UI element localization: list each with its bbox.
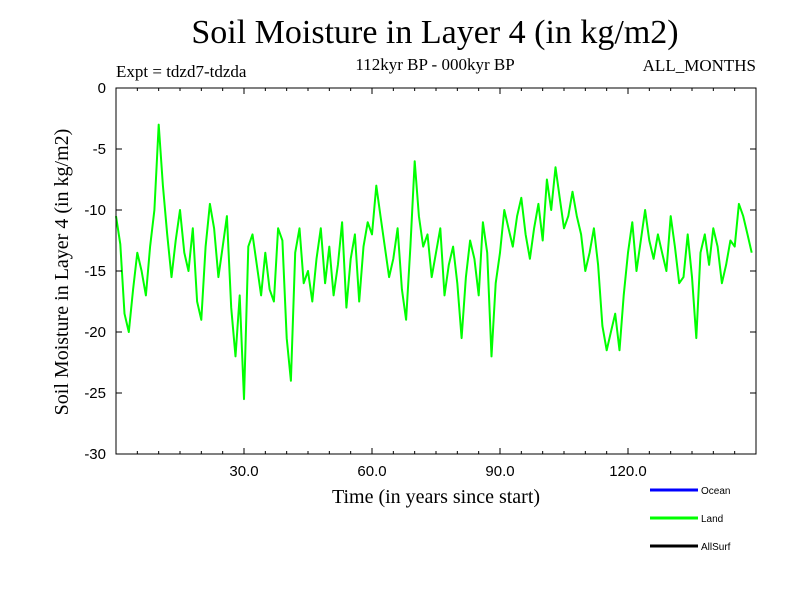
plot-area bbox=[115, 123, 753, 401]
axes: 30.0 60.0 90.0 120.0 0 -5 -10 -15 -20 -25 -30 bbox=[84, 80, 756, 480]
y-tick-label: -10 bbox=[84, 202, 106, 219]
legend-label: Ocean bbox=[701, 486, 730, 497]
y-tick-label: -25 bbox=[84, 385, 106, 402]
series-line-land bbox=[115, 123, 753, 401]
legend-label: AllSurf bbox=[701, 542, 731, 553]
x-tick-label: 30.0 bbox=[229, 463, 258, 480]
chart-title: Soil Moisture in Layer 4 (in kg/m2) bbox=[191, 14, 679, 51]
y-tick-label: -5 bbox=[93, 141, 106, 158]
x-tick-label: 60.0 bbox=[357, 463, 386, 480]
plot-frame bbox=[115, 87, 757, 455]
legend-label: Land bbox=[701, 514, 723, 525]
x-tick-label: 90.0 bbox=[485, 463, 514, 480]
y-tick-label: -20 bbox=[84, 324, 106, 341]
y-tick-label: 0 bbox=[98, 80, 106, 97]
season-label: ALL_MONTHS bbox=[642, 56, 756, 75]
period-label: 112kyr BP - 000kyr BP bbox=[355, 55, 515, 74]
experiment-label: Expt = tdzd7-tdzda bbox=[116, 62, 247, 81]
x-axis-label: Time (in years since start) bbox=[332, 486, 540, 508]
y-tick-label: -30 bbox=[84, 446, 106, 463]
y-axis-label: Soil Moisture in Layer 4 (in kg/m2) bbox=[51, 129, 73, 416]
legend: Ocean Land AllSurf bbox=[650, 486, 731, 553]
x-tick-label: 120.0 bbox=[609, 463, 647, 480]
y-tick-label: -15 bbox=[84, 263, 106, 280]
